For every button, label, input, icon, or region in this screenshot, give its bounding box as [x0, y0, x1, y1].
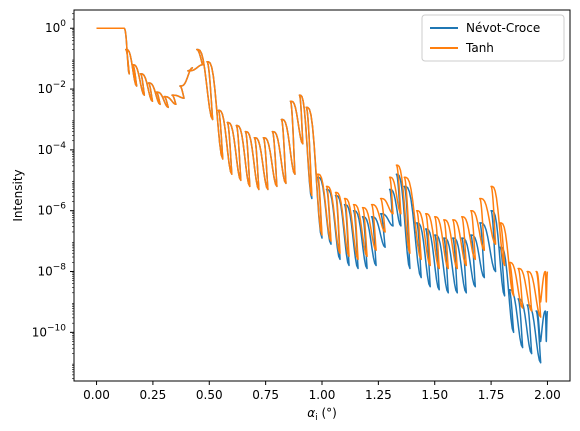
x-tick-label: 0.50	[196, 388, 223, 402]
y-tick-label: 10−4	[37, 141, 66, 157]
plot-area	[96, 27, 549, 364]
y-axis: 100 10−2 10−4 10−6 10−8 10−10	[32, 13, 74, 379]
y-tick-label: 10−2	[37, 80, 66, 96]
legend: Névot-Croce Tanh	[421, 14, 565, 62]
legend-label-tanh: Tanh	[465, 41, 494, 55]
x-tick-label: 0.75	[252, 388, 279, 402]
y-axis-label: Intensity	[11, 169, 25, 221]
legend-label-nevot-croce: Névot-Croce	[466, 21, 540, 35]
legend-box	[421, 14, 565, 62]
x-axis-label: αi (°)	[307, 406, 337, 423]
x-tick-label: 1.50	[421, 388, 448, 402]
x-axis: 0.00 0.25 0.50 0.75 1.00 1.25 1.50 1.75 2.00	[83, 381, 561, 402]
x-tick-label: 2.00	[534, 388, 561, 402]
x-tick-label: 1.00	[309, 388, 336, 402]
x-tick-label: 0.25	[140, 388, 167, 402]
y-tick-label: 10−10	[32, 323, 67, 339]
series-line-tanh	[96, 27, 549, 318]
x-tick-label: 0.00	[83, 388, 110, 402]
x-tick-label: 1.25	[365, 388, 392, 402]
y-tick-label: 10−6	[37, 202, 66, 218]
y-tick-label: 10−8	[37, 263, 66, 279]
y-tick-label: 100	[45, 19, 66, 35]
series-line-nevot-croce	[96, 27, 549, 364]
x-tick-label: 1.75	[478, 388, 505, 402]
